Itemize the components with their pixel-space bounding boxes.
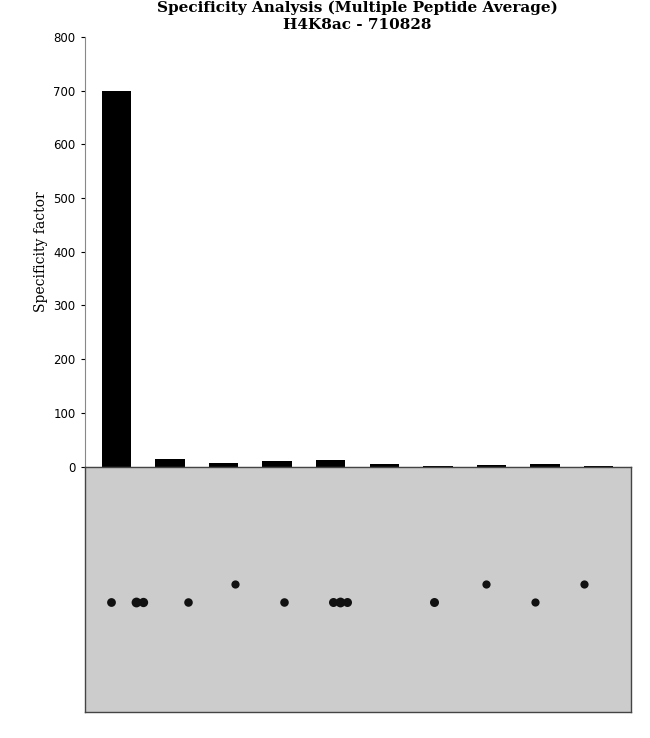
- X-axis label: Modification: Modification: [313, 554, 402, 568]
- Point: [105, 596, 116, 607]
- Bar: [530, 464, 560, 466]
- Point: [279, 596, 289, 607]
- Point: [429, 596, 439, 607]
- Point: [229, 579, 240, 590]
- Point: [328, 596, 338, 607]
- Point: [335, 596, 345, 607]
- Bar: [476, 465, 506, 466]
- Title: Specificity Analysis (Multiple Peptide Average)
H4K8ac - 710828: Specificity Analysis (Multiple Peptide A…: [157, 1, 558, 32]
- Bar: [102, 91, 131, 466]
- Point: [579, 579, 590, 590]
- Point: [530, 596, 540, 607]
- Bar: [209, 463, 239, 466]
- Bar: [155, 458, 185, 466]
- Bar: [263, 461, 292, 466]
- Point: [183, 596, 194, 607]
- Point: [138, 596, 149, 607]
- Bar: [316, 461, 345, 466]
- Point: [131, 596, 142, 607]
- Point: [480, 579, 491, 590]
- Bar: [370, 464, 399, 466]
- Y-axis label: Specificity factor: Specificity factor: [34, 191, 47, 312]
- Point: [342, 596, 352, 607]
